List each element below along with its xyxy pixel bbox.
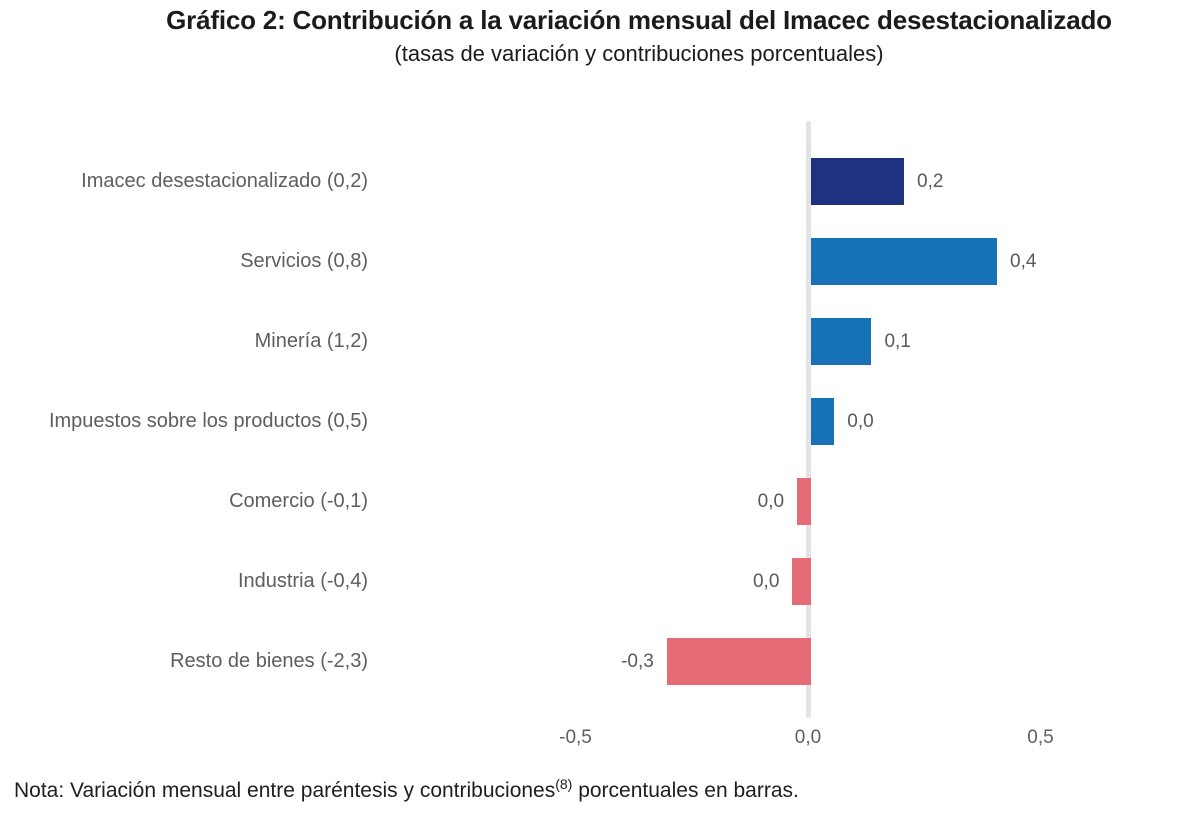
- bar-negative: [792, 557, 811, 605]
- footnote-superscript: (8): [555, 776, 573, 792]
- chart-subtitle: (tasas de variación y contribuciones por…: [394, 41, 884, 66]
- category-label: Industria (-0,4): [237, 569, 368, 592]
- category-label: Resto de bienes (-2,3): [170, 649, 368, 672]
- value-label: 0,0: [847, 410, 874, 432]
- x-tick-label: 0,5: [1027, 727, 1054, 748]
- value-label: 0,4: [1010, 250, 1037, 272]
- bar-positive: [811, 317, 872, 365]
- category-label: Servicios (0,8): [240, 249, 368, 272]
- category-label: Comercio (-0,1): [229, 489, 368, 512]
- category-label: Impuestos sobre los productos (0,5): [48, 409, 368, 432]
- value-label: -0,3: [621, 650, 654, 672]
- category-label: Imacec desestacionalizado (0,2): [81, 169, 368, 192]
- bar-negative: [666, 637, 811, 685]
- zero-axis-line: [806, 121, 811, 718]
- footnote-text-suffix: porcentuales en barras.: [572, 779, 799, 802]
- bar-positive: [811, 237, 997, 285]
- value-label: 0,0: [752, 570, 780, 592]
- value-label: 0,0: [757, 490, 785, 512]
- footnote: Nota: Variación mensual entre paréntesis…: [14, 776, 799, 803]
- bar-negative: [797, 477, 811, 525]
- value-label: 0,1: [884, 330, 911, 352]
- footnote-text: Nota: Variación mensual entre paréntesis…: [14, 779, 556, 802]
- x-tick-label: 0,0: [794, 727, 822, 748]
- chart-title: Gráfico 2: Contribución a la variación m…: [166, 5, 1112, 35]
- value-label: 0,2: [917, 170, 944, 192]
- bar-positive: [811, 397, 835, 445]
- bar-positive: [811, 157, 904, 205]
- category-label: Minería (1,2): [254, 329, 368, 352]
- x-tick-label: -0,5: [559, 727, 592, 748]
